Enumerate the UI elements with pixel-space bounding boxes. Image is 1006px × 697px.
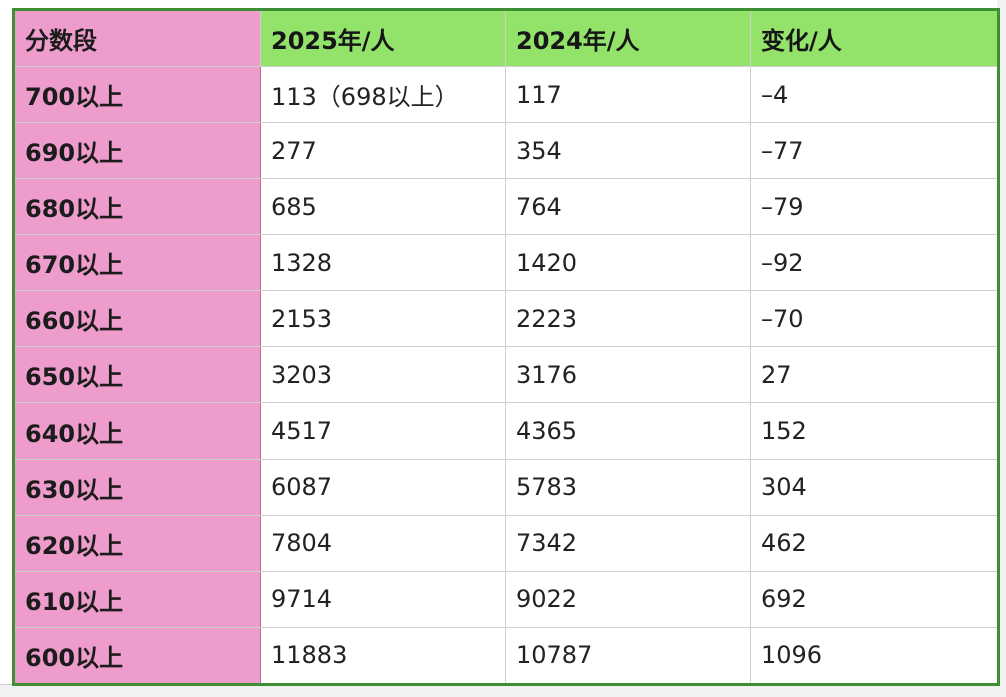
empty-grid-column	[997, 0, 1006, 696]
count-2024-cell[interactable]: 3176	[505, 346, 751, 404]
score-range-cell[interactable]: 610以上	[14, 570, 261, 628]
table-row: 700以上 113（698以上） 117 –4	[14, 65, 998, 124]
table-row: 650以上 3203 3176 27	[14, 346, 998, 404]
count-2025-cell[interactable]: 1328	[260, 234, 506, 292]
score-range-cell[interactable]: 670以上	[14, 234, 261, 292]
score-distribution-table: 分数段 2025年/人 2024年/人 变化/人 700以上 113（698以上）…	[12, 8, 1000, 686]
table-row: 620以上 7804 7342 462	[14, 514, 998, 572]
change-cell[interactable]: 304	[750, 458, 998, 516]
count-2025-cell[interactable]: 2153	[260, 290, 506, 348]
score-range-cell[interactable]: 600以上	[14, 626, 261, 685]
table-body: 700以上 113（698以上） 117 –4 690以上 277 354 –77 680以上 6…	[14, 65, 998, 685]
count-2024-cell[interactable]: 2223	[505, 290, 751, 348]
header-cell-score-range[interactable]: 分数段	[14, 10, 261, 67]
table-row: 630以上 6087 5783 304	[14, 458, 998, 516]
score-range-cell[interactable]: 700以上	[14, 65, 261, 124]
count-2024-cell[interactable]: 354	[505, 122, 751, 180]
change-cell[interactable]: 27	[750, 346, 998, 404]
header-cell-2025[interactable]: 2025年/人	[260, 10, 506, 67]
count-2025-cell[interactable]: 277	[260, 122, 506, 180]
table-row: 670以上 1328 1420 –92	[14, 234, 998, 292]
score-range-cell[interactable]: 640以上	[14, 402, 261, 460]
count-2024-cell[interactable]: 1420	[505, 234, 751, 292]
count-2024-cell[interactable]: 4365	[505, 402, 751, 460]
empty-grid-row	[0, 684, 1006, 697]
count-2025-cell[interactable]: 685	[260, 178, 506, 236]
change-cell[interactable]: –4	[750, 65, 998, 124]
change-cell[interactable]: –79	[750, 178, 998, 236]
header-row: 分数段 2025年/人 2024年/人 变化/人	[14, 10, 998, 67]
table-row: 690以上 277 354 –77	[14, 122, 998, 180]
table-row: 660以上 2153 2223 –70	[14, 290, 998, 348]
count-2025-cell[interactable]: 4517	[260, 402, 506, 460]
count-2025-cell[interactable]: 11883	[260, 626, 506, 685]
score-range-cell[interactable]: 680以上	[14, 178, 261, 236]
count-2024-cell[interactable]: 117	[505, 65, 751, 124]
table-row: 600以上 11883 10787 1096	[14, 626, 998, 685]
count-2025-cell[interactable]: 7804	[260, 514, 506, 572]
count-2025-cell[interactable]: 6087	[260, 458, 506, 516]
score-range-cell[interactable]: 630以上	[14, 458, 261, 516]
count-2025-cell[interactable]: 3203	[260, 346, 506, 404]
count-2024-cell[interactable]: 9022	[505, 570, 751, 628]
count-2024-cell[interactable]: 5783	[505, 458, 751, 516]
count-2024-cell[interactable]: 764	[505, 178, 751, 236]
score-range-cell[interactable]: 620以上	[14, 514, 261, 572]
change-cell[interactable]: 692	[750, 570, 998, 628]
change-cell[interactable]: –70	[750, 290, 998, 348]
change-cell[interactable]: –77	[750, 122, 998, 180]
change-cell[interactable]: 152	[750, 402, 998, 460]
score-range-cell[interactable]: 650以上	[14, 346, 261, 404]
count-2025-cell[interactable]: 9714	[260, 570, 506, 628]
score-range-cell[interactable]: 660以上	[14, 290, 261, 348]
count-2024-cell[interactable]: 7342	[505, 514, 751, 572]
table-row: 610以上 9714 9022 692	[14, 570, 998, 628]
header-cell-change[interactable]: 变化/人	[750, 10, 998, 67]
change-cell[interactable]: 1096	[750, 626, 998, 685]
header-cell-2024[interactable]: 2024年/人	[505, 10, 751, 67]
table-row: 640以上 4517 4365 152	[14, 402, 998, 460]
table-row: 680以上 685 764 –79	[14, 178, 998, 236]
change-cell[interactable]: –92	[750, 234, 998, 292]
change-cell[interactable]: 462	[750, 514, 998, 572]
count-2024-cell[interactable]: 10787	[505, 626, 751, 685]
count-2025-cell[interactable]: 113（698以上）	[260, 65, 506, 124]
score-range-cell[interactable]: 690以上	[14, 122, 261, 180]
